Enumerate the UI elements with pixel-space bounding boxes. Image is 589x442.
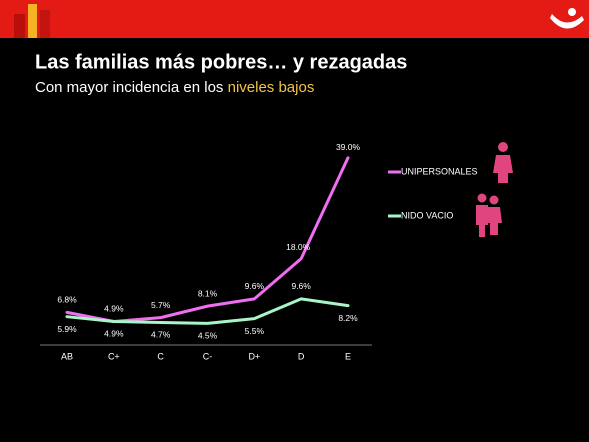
data-label: 5.7% [151, 300, 171, 310]
data-label: 8.2% [338, 313, 358, 323]
data-label: 4.5% [198, 331, 218, 341]
x-tick-label: AB [61, 351, 73, 361]
data-label: 9.6% [291, 281, 311, 291]
header-deco [28, 4, 37, 38]
data-label: 5.5% [245, 326, 265, 336]
legend-label: UNIPERSONALES [401, 166, 478, 176]
subtitle-highlight: niveles bajos [228, 79, 315, 96]
logo [550, 8, 584, 29]
x-tick-label: C [157, 351, 164, 361]
data-label: 4.9% [104, 329, 124, 339]
data-label: 18.0% [286, 242, 311, 252]
icon-single [493, 142, 513, 183]
data-label: 4.7% [151, 330, 171, 340]
x-tick-label: D+ [248, 351, 260, 361]
header-deco [40, 10, 50, 38]
icon-couple [476, 193, 502, 237]
subtitle-text: Con mayor incidencia en los [35, 79, 223, 96]
data-label: 6.8% [57, 295, 77, 305]
x-tick-label: C- [203, 351, 213, 361]
data-label: 9.6% [245, 281, 265, 291]
x-tick-label: D [298, 351, 305, 361]
x-tick-label: C+ [108, 351, 120, 361]
series-line [65, 297, 350, 325]
header-deco [14, 14, 25, 38]
header-band [0, 0, 589, 38]
title: Las familias más pobres… y rezagadas [35, 51, 407, 73]
data-label: 5.9% [57, 324, 77, 334]
legend-label: NIDO VACIO [401, 210, 453, 220]
x-tick-label: E [345, 351, 351, 361]
data-label: 4.9% [104, 304, 124, 314]
data-label: 39.0% [336, 142, 361, 152]
data-label: 8.1% [198, 288, 218, 298]
subtitle: Con mayor incidencia en los niveles bajo… [35, 79, 314, 96]
